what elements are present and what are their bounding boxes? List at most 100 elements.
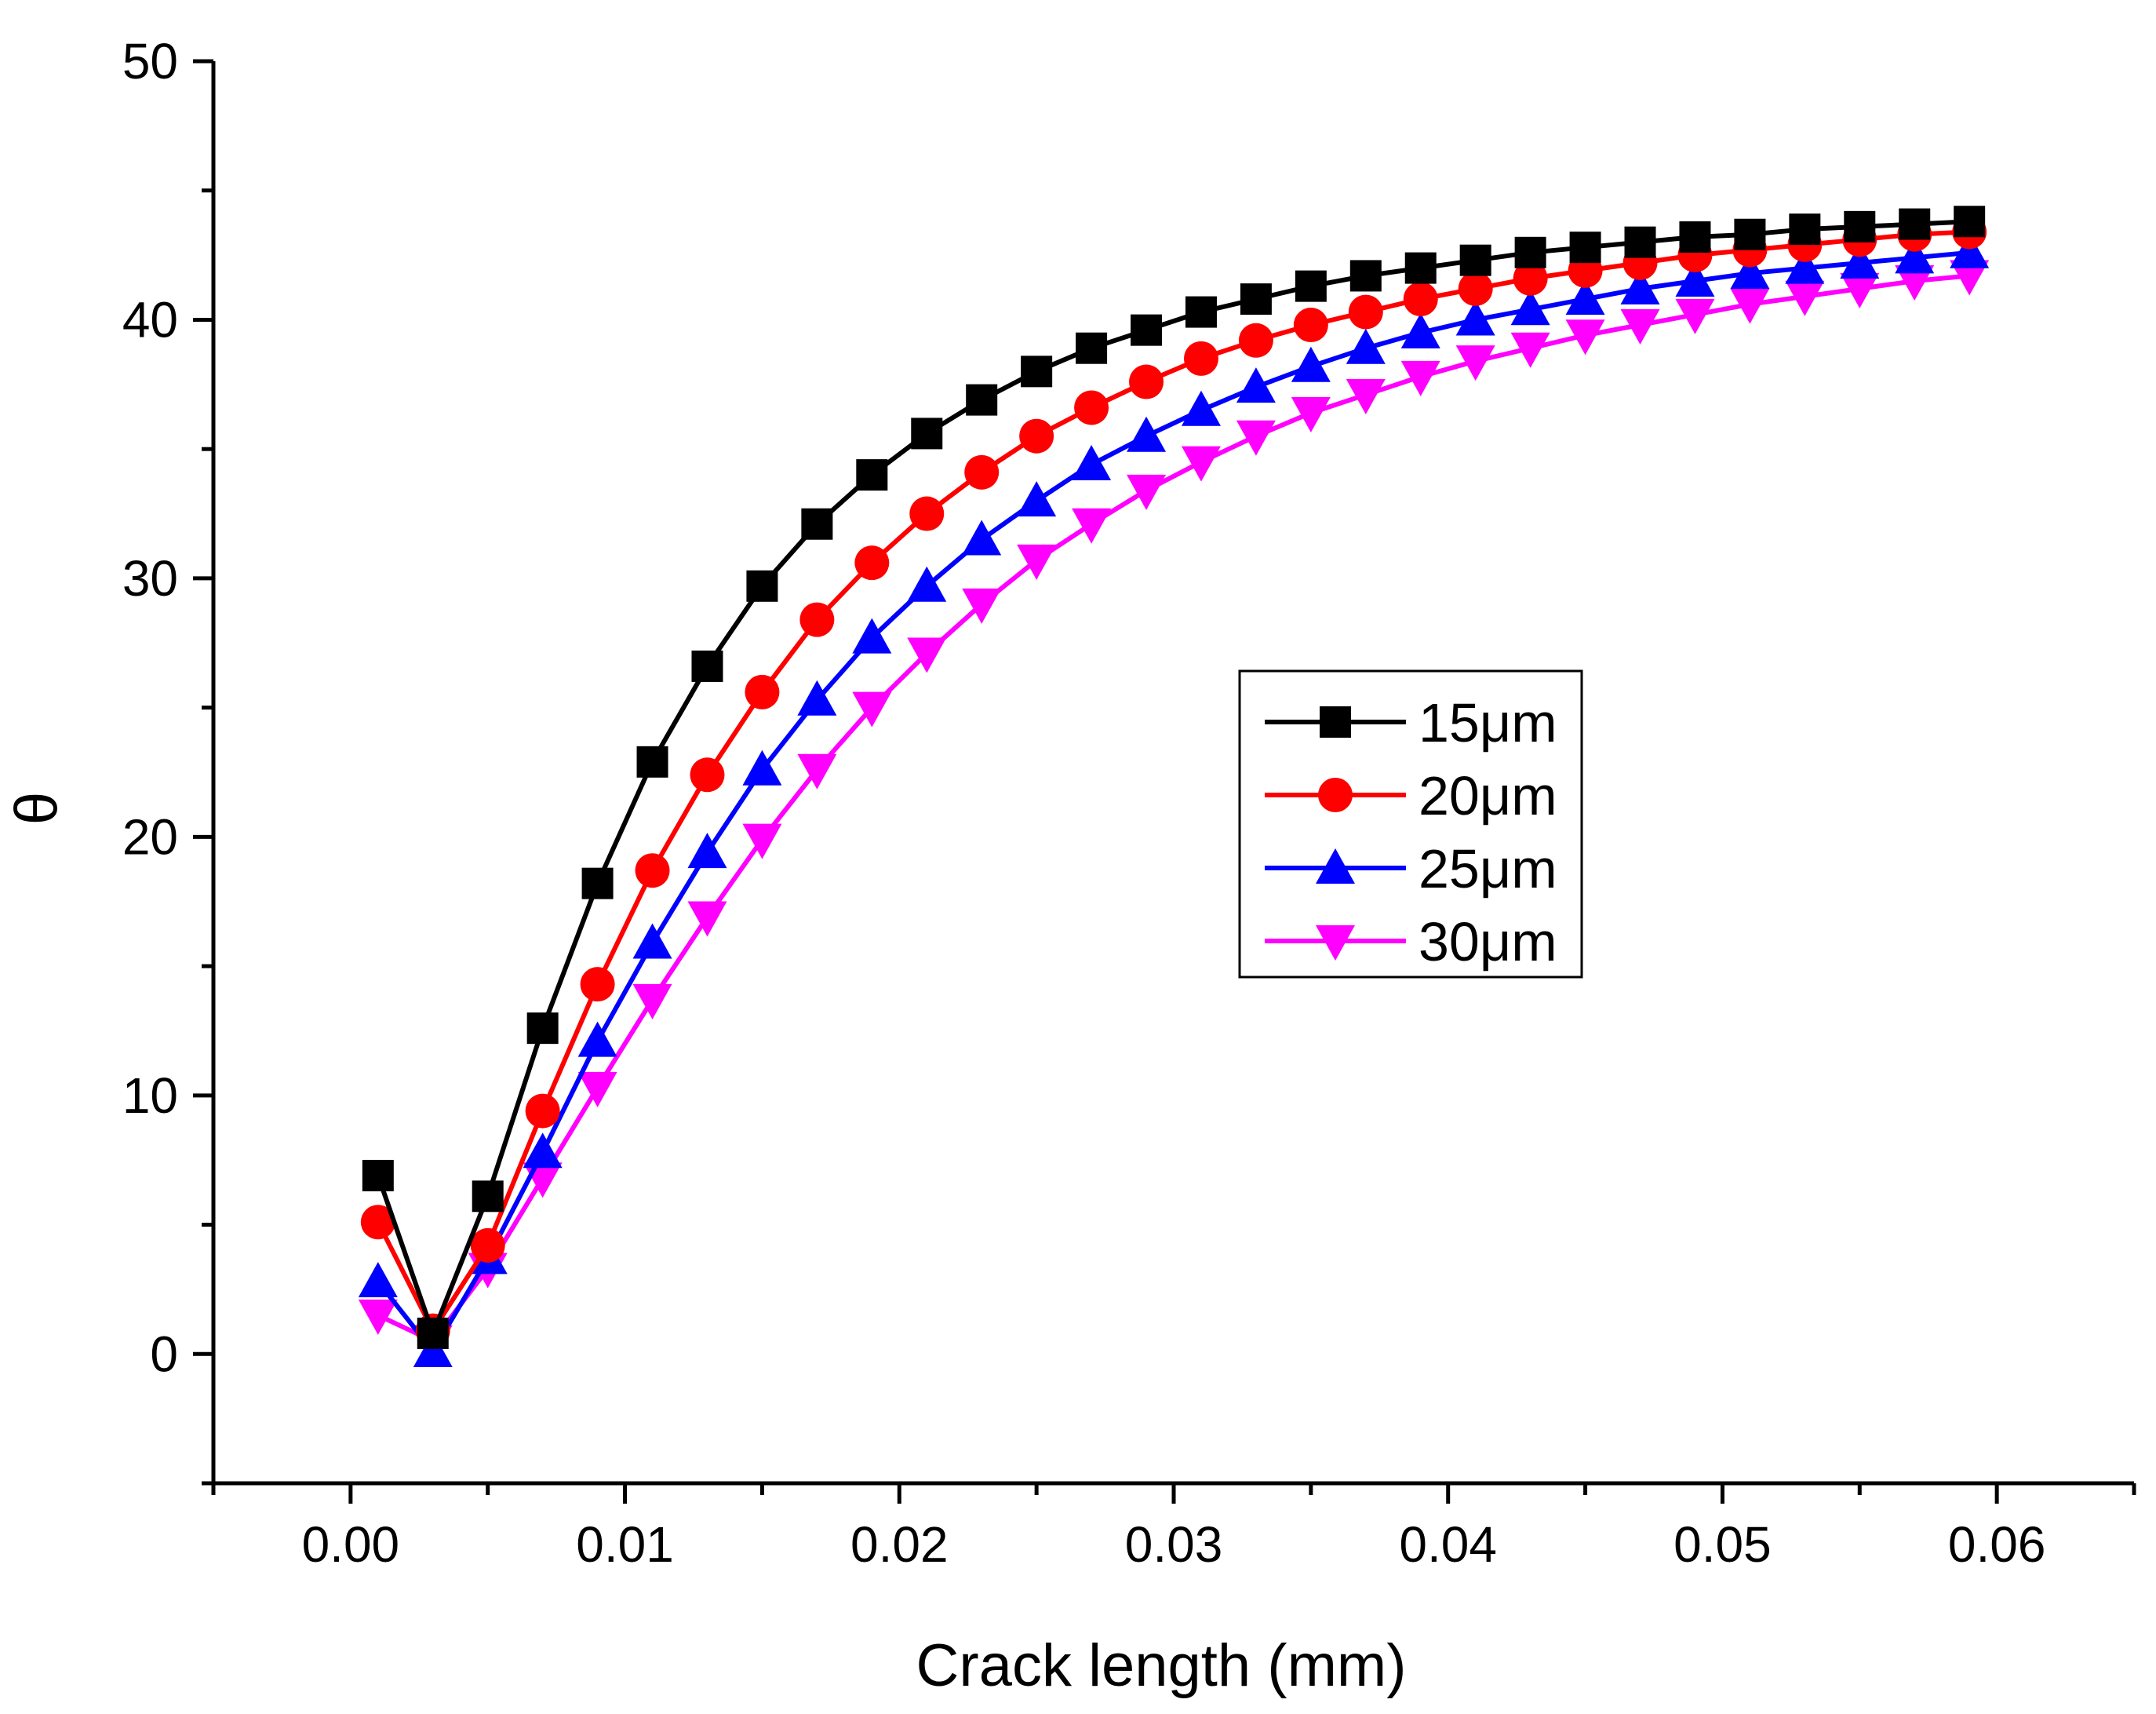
data-point: [1458, 271, 1493, 306]
data-point: [1954, 206, 1986, 238]
data-point: [962, 520, 1002, 556]
data-point: [1072, 444, 1112, 480]
data-point: [1348, 294, 1383, 330]
data-point: [907, 637, 947, 673]
data-point: [1565, 279, 1605, 315]
data-point: [1895, 265, 1935, 301]
data-point: [966, 384, 998, 416]
data-point: [1017, 481, 1057, 517]
data-point: [1840, 243, 1880, 279]
x-tick-label: 0.03: [1125, 1516, 1223, 1573]
series-line: [377, 273, 1970, 1344]
data-point: [687, 833, 727, 869]
data-point: [1238, 323, 1273, 358]
data-point: [852, 691, 892, 728]
data-point: [964, 454, 1000, 490]
data-point: [1565, 319, 1605, 356]
data-point: [799, 602, 835, 637]
data-point: [1127, 416, 1167, 452]
data-point: [1240, 283, 1272, 315]
data-point: [1789, 213, 1821, 246]
x-tick-label: 0.05: [1673, 1516, 1772, 1573]
data-point: [1181, 390, 1221, 426]
y-axis-title: θ: [3, 792, 70, 825]
data-point: [1400, 360, 1440, 396]
data-point: [1019, 418, 1054, 454]
data-point: [1400, 312, 1440, 348]
legend-marker: [1320, 706, 1351, 738]
data-point: [1675, 261, 1715, 297]
data-point: [577, 1021, 617, 1057]
data-point: [1510, 290, 1550, 326]
data-point: [691, 650, 723, 682]
data-point: [1510, 332, 1550, 368]
legend-label: 15μm: [1419, 692, 1557, 753]
data-point: [1183, 341, 1218, 376]
data-point: [470, 1227, 505, 1263]
data-point: [1236, 367, 1276, 403]
legend-item-4: 30μm: [1265, 911, 1557, 972]
data-point: [632, 923, 672, 959]
y-tick-label: 0: [150, 1326, 178, 1382]
data-point: [1291, 346, 1331, 382]
data-point: [1403, 282, 1438, 317]
y-tick-label: 20: [122, 808, 178, 865]
data-point: [1459, 244, 1491, 276]
series-1: [362, 206, 1986, 1349]
data-point: [577, 1071, 617, 1107]
data-point: [911, 418, 943, 450]
data-point: [1513, 261, 1548, 296]
data-point: [636, 746, 668, 778]
legend-item-3: 25μm: [1265, 838, 1557, 899]
series-line: [375, 219, 1970, 1336]
data-point: [525, 1093, 560, 1129]
data-point: [1620, 309, 1660, 345]
legend: 15μm 20μm 25μm 30μm: [1238, 669, 1583, 979]
x-tick-label: 0.04: [1399, 1516, 1497, 1573]
ticks: 0 10 20 30 40 50 0.00 0.01 0.02 0.03 0.04 0.05 0.06: [122, 33, 2136, 1573]
data-point: [1624, 226, 1656, 258]
data-point: [1074, 390, 1109, 425]
data-point: [1293, 308, 1328, 343]
legend-label: 30μm: [1419, 911, 1557, 972]
data-point: [1730, 253, 1770, 290]
data-point: [1346, 378, 1386, 414]
data-point: [632, 983, 672, 1019]
data-point: [1899, 208, 1931, 240]
data-point: [1404, 252, 1437, 284]
data-point: [854, 545, 890, 581]
data-point: [1895, 238, 1935, 274]
data-point: [1785, 280, 1825, 316]
data-point: [1185, 296, 1217, 328]
data-point: [1950, 260, 1990, 296]
data-point: [472, 1180, 504, 1213]
data-point: [962, 588, 1002, 624]
data-point: [1236, 420, 1276, 456]
x-tick-label: 0.01: [576, 1516, 674, 1573]
data-point: [1129, 364, 1164, 399]
data-point: [580, 967, 615, 1002]
data-point: [1679, 221, 1711, 253]
x-tick-label: 0.00: [302, 1516, 400, 1573]
data-point: [797, 680, 837, 716]
legend-marker: [1318, 778, 1353, 812]
data-point: [1017, 544, 1057, 580]
data-point: [1181, 446, 1221, 482]
data-point: [523, 1132, 563, 1169]
data-point: [360, 1205, 395, 1240]
legend-marker: [1316, 848, 1355, 884]
legend-label: 20μm: [1419, 765, 1557, 826]
data-point: [1349, 260, 1382, 292]
series-2: [360, 214, 1987, 1348]
series-line: [376, 250, 1970, 1354]
data-point: [1569, 232, 1601, 264]
y-tick-label: 50: [122, 33, 178, 89]
data-point: [1072, 508, 1112, 544]
data-point: [1675, 298, 1715, 334]
x-axis-title: Crack length (mm): [916, 1632, 1407, 1699]
data-point: [358, 1262, 398, 1298]
data-point: [690, 757, 725, 793]
data-point: [1455, 300, 1495, 336]
x-tick-label: 0.06: [1948, 1516, 2046, 1573]
